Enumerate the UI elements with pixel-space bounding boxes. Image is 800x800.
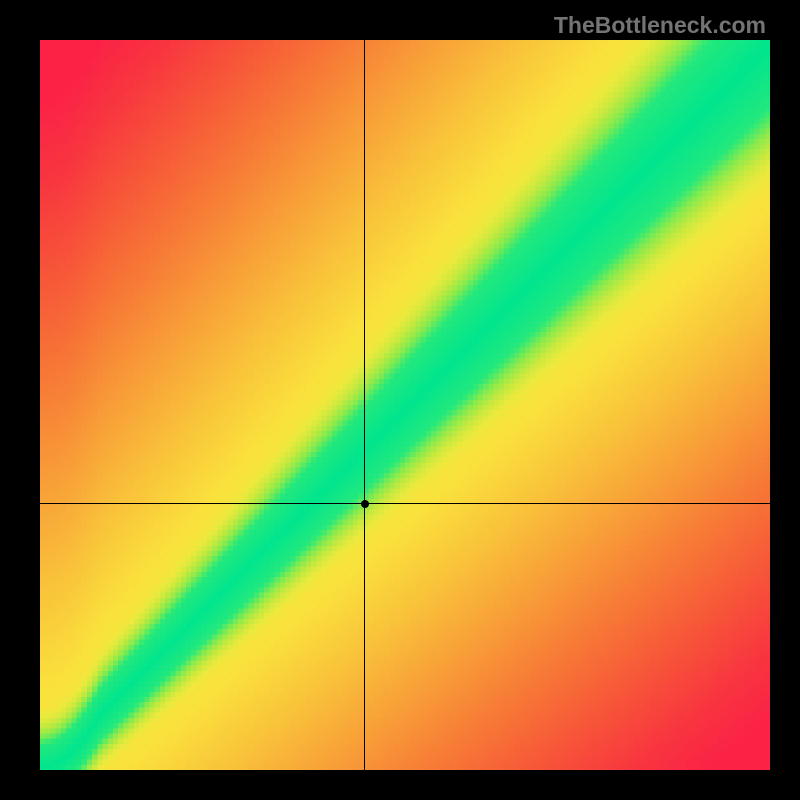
bottleneck-heatmap (40, 40, 770, 770)
watermark-text: TheBottleneck.com (554, 12, 766, 39)
crosshair-vertical (364, 40, 365, 770)
crosshair-point (361, 500, 369, 508)
chart-container: TheBottleneck.com (0, 0, 800, 800)
crosshair-horizontal (40, 503, 770, 504)
